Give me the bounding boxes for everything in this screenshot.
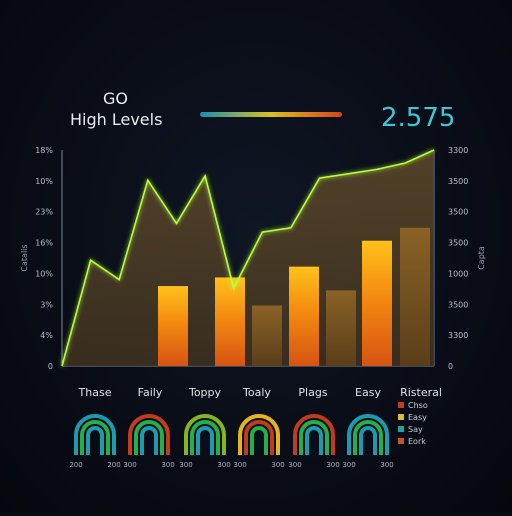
category-labels: Thase Faily Toppy Toaly Plags Easy Risteral: [78, 386, 442, 399]
legend: Chso Easy Say Eork: [398, 401, 428, 446]
bar-brown: [400, 227, 430, 366]
left-axis-tick-label: 10%: [35, 269, 53, 278]
gauge-label: 300: [271, 461, 284, 469]
bar-orange: [289, 266, 319, 366]
right-axis-tick-label: 1000: [448, 269, 468, 278]
right-axis-tick-label: 3500: [448, 239, 468, 248]
gauge-label: 300: [123, 461, 136, 469]
bar-brown: [252, 305, 282, 366]
legend-swatch: [398, 426, 404, 432]
gauge-label: 300: [233, 461, 246, 469]
legend-label: Easy: [408, 413, 427, 422]
gauge-arc: [238, 414, 280, 455]
legend-swatch: [398, 402, 404, 408]
left-axis-tick-label: 3%: [40, 300, 53, 309]
gauge-arc: [196, 426, 214, 455]
left-axis-tick-label: 16%: [35, 239, 53, 248]
gauge-arc: [184, 414, 226, 455]
right-axis-ticks: 0 3300 3500 1000 3500 3500 3500 3300: [448, 146, 468, 371]
left-axis-tick-label: 0: [48, 362, 53, 371]
title-line-2: High Levels: [70, 110, 162, 129]
right-axis-tick-label: 3500: [448, 300, 468, 309]
left-axis-tick-label: 18%: [35, 146, 53, 155]
legend-swatch: [398, 414, 404, 420]
right-axis-tick-label: 0: [448, 362, 453, 371]
legend-swatch: [398, 438, 404, 444]
gauge-label: 300: [161, 461, 174, 469]
gauge-row: [74, 414, 389, 455]
gauge-arc: [359, 426, 377, 455]
legend-label: Say: [408, 425, 423, 434]
category-label: Risteral: [400, 386, 442, 399]
category-label: Thase: [78, 386, 112, 399]
category-label: Plags: [298, 386, 327, 399]
gauge-arc: [293, 414, 335, 455]
left-axis-ticks: 0 4% 3% 10% 16% 23% 10% 18%: [35, 146, 53, 371]
bar-orange: [362, 240, 392, 366]
gauge-labels: 200 200 300 300 300 300 300 300 300 300 300 300: [69, 461, 393, 469]
accent-bar: [200, 112, 342, 117]
gauge-arc: [353, 420, 383, 455]
right-axis-label: Capta: [477, 246, 486, 270]
category-label: Toaly: [242, 386, 271, 399]
gauge-arc: [74, 414, 116, 455]
gauge-arc: [244, 420, 274, 455]
big-number: 2.575: [381, 103, 455, 133]
gauge-arc: [190, 420, 220, 455]
category-label: Toppy: [188, 386, 222, 399]
gauge-arc: [86, 426, 104, 455]
legend-label: Chso: [408, 401, 428, 410]
gauge-label: 300: [179, 461, 192, 469]
bar-orange: [215, 277, 245, 366]
category-label: Easy: [355, 386, 381, 399]
gauge-label: 300: [326, 461, 339, 469]
gauge-label: 200: [69, 461, 82, 469]
left-axis-tick-label: 10%: [35, 177, 53, 186]
left-axis-tick-label: 23%: [35, 208, 53, 217]
bars-layer: [158, 227, 430, 366]
left-axis-tick-label: 4%: [40, 331, 53, 340]
gauge-arc: [128, 414, 170, 455]
trend-line: [61, 149, 435, 367]
right-axis-tick-label: 3300: [448, 331, 468, 340]
category-label: Faily: [138, 386, 163, 399]
gauge-label: 300: [288, 461, 301, 469]
gauge-label: 300: [217, 461, 230, 469]
title-line-1: GO: [103, 89, 128, 108]
gauge-arc: [140, 426, 158, 455]
gauge-arc: [250, 426, 268, 455]
left-axis-label: Catalis: [20, 244, 29, 271]
gauge-arc: [80, 420, 110, 455]
right-axis-tick-label: 3300: [448, 146, 468, 155]
gauge-label: 300: [342, 461, 355, 469]
gauge-label: 200: [107, 461, 120, 469]
gauge-label: 300: [380, 461, 393, 469]
gauge-arc: [299, 420, 329, 455]
gauge-arc: [305, 426, 323, 455]
right-axis-tick-label: 3500: [448, 208, 468, 217]
line-layer: [61, 149, 435, 367]
legend-label: Eork: [408, 437, 426, 446]
gauge-arc: [347, 414, 389, 455]
right-axis-tick-label: 3500: [448, 177, 468, 186]
gauge-arc: [134, 420, 164, 455]
bar-orange: [158, 286, 188, 366]
bar-brown: [326, 290, 356, 366]
